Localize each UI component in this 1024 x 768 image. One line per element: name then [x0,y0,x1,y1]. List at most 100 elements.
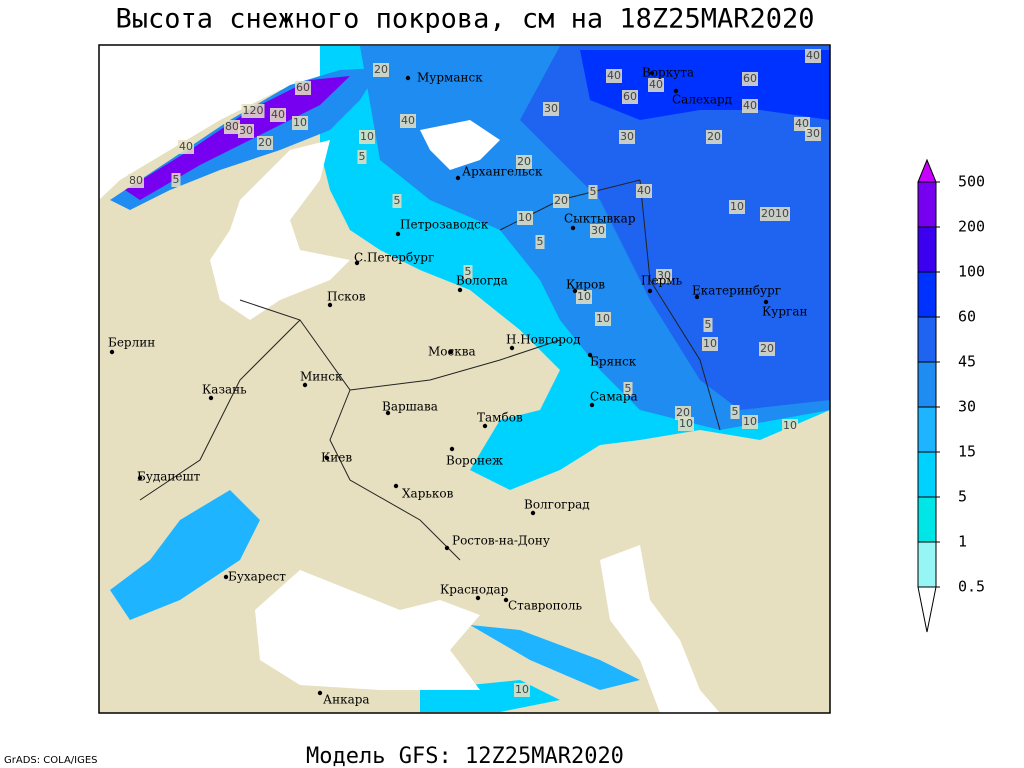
colorbar-segment [917,316,937,363]
city-dot [395,231,401,237]
colorbar-over [917,158,937,183]
contour-label-box [590,224,606,238]
contour-label: 30 [657,269,671,282]
contour-label: 40 [795,117,809,130]
city-dot [530,510,536,516]
contour-label-box [128,174,144,188]
city-label: Салехард [672,93,732,107]
contour-label-box [760,207,790,221]
contour-label-box [357,150,367,164]
colorbar-label: 30 [958,398,976,416]
contour-label: 20 [676,406,690,419]
city-label: Мурманск [417,71,483,85]
city-label: Самара [590,390,638,404]
contour-label: 5 [394,194,401,207]
contour-label-box [535,235,545,249]
city-dot [673,88,679,94]
snow-deep [580,50,830,120]
contour-label: 10 [783,419,797,432]
city-dot [109,349,115,355]
contour-label: 20 [258,136,272,149]
contour-label-box [241,104,265,118]
city-dot [694,294,700,300]
city-label: Харьков [402,487,454,501]
contour-label: 40 [806,49,820,62]
city-dot [317,690,323,696]
contour-label-box [392,194,402,208]
contour-label-box [730,405,740,419]
contour-label: 20 [374,63,388,76]
snow-darkblue [520,46,830,410]
city-dot [354,260,360,266]
contour-label: 10 [743,415,757,428]
contour-label-box [238,124,254,138]
contour-label: 10 [518,211,532,224]
contour-label-box [623,382,633,396]
city-label: Псков [327,290,366,304]
contour-label: 20 [554,194,568,207]
city-dot [589,402,595,408]
snow-caucasus [470,625,640,690]
contour-label: 40 [649,78,663,91]
city-dot [763,299,769,305]
contour-label-box [742,415,758,429]
city-label: Пермь [641,274,683,288]
city-label: Ставрополь [508,599,582,613]
colorbar-segment [917,271,937,318]
contour-label-box [463,265,473,279]
contour-label-box [543,102,559,116]
contour-label-box [648,78,664,92]
contour-label: 5 [359,150,366,163]
city-label: Архангельск [462,165,543,179]
white-sea [420,120,500,170]
contour-label: 5 [732,405,739,418]
city-dot [647,288,653,294]
contour-label-box [588,185,598,199]
contour-label-box [359,130,375,144]
contour-label-box [292,116,308,130]
contour-label: 60 [296,81,310,94]
city-dot [137,475,143,481]
contour-label: 10 [679,417,693,430]
contour-label-box [675,406,691,420]
city-label: Берлин [108,336,155,350]
city-label: Будапешт [137,470,201,484]
colorbar-segment [917,181,937,228]
snow-scandinavia-deep [125,76,350,200]
colorbar-label: 0.5 [958,578,985,596]
city-dot [393,483,399,489]
contour-label-box [759,342,775,356]
city-label: С.Петербург [354,251,434,265]
contour-label: 30 [591,224,605,237]
city-label: Казань [202,383,247,397]
colorbar-segment [917,226,937,273]
contour-label: 40 [401,114,415,127]
contour-label: 5 [625,382,632,395]
colorbar-label: 1 [958,533,967,551]
contour-label-box [270,108,286,122]
city-label: Бухарест [228,570,286,584]
contour-label-box [702,337,718,351]
contour-label: 120 [243,104,264,117]
city-dot [324,455,330,461]
contour-label-box [678,417,694,431]
city-label: Воркута [642,66,694,80]
colorbar-label: 500 [958,173,985,191]
city-dot [482,423,488,429]
city-dot [448,349,454,355]
contour-label-box [517,211,533,225]
city-label: Минск [300,370,343,384]
contour-label: 30 [806,127,820,140]
city-label: Сыктывкар [564,212,636,226]
contour-label-box [178,140,194,154]
city-label: Тамбов [477,411,523,425]
arctic-sea [99,45,400,200]
city-dot [509,345,515,351]
city-dot [449,446,455,452]
contour-label: 40 [607,69,621,82]
contour-label-box [514,683,530,697]
city-label: Курган [762,305,807,319]
contour-label-box [782,419,798,433]
